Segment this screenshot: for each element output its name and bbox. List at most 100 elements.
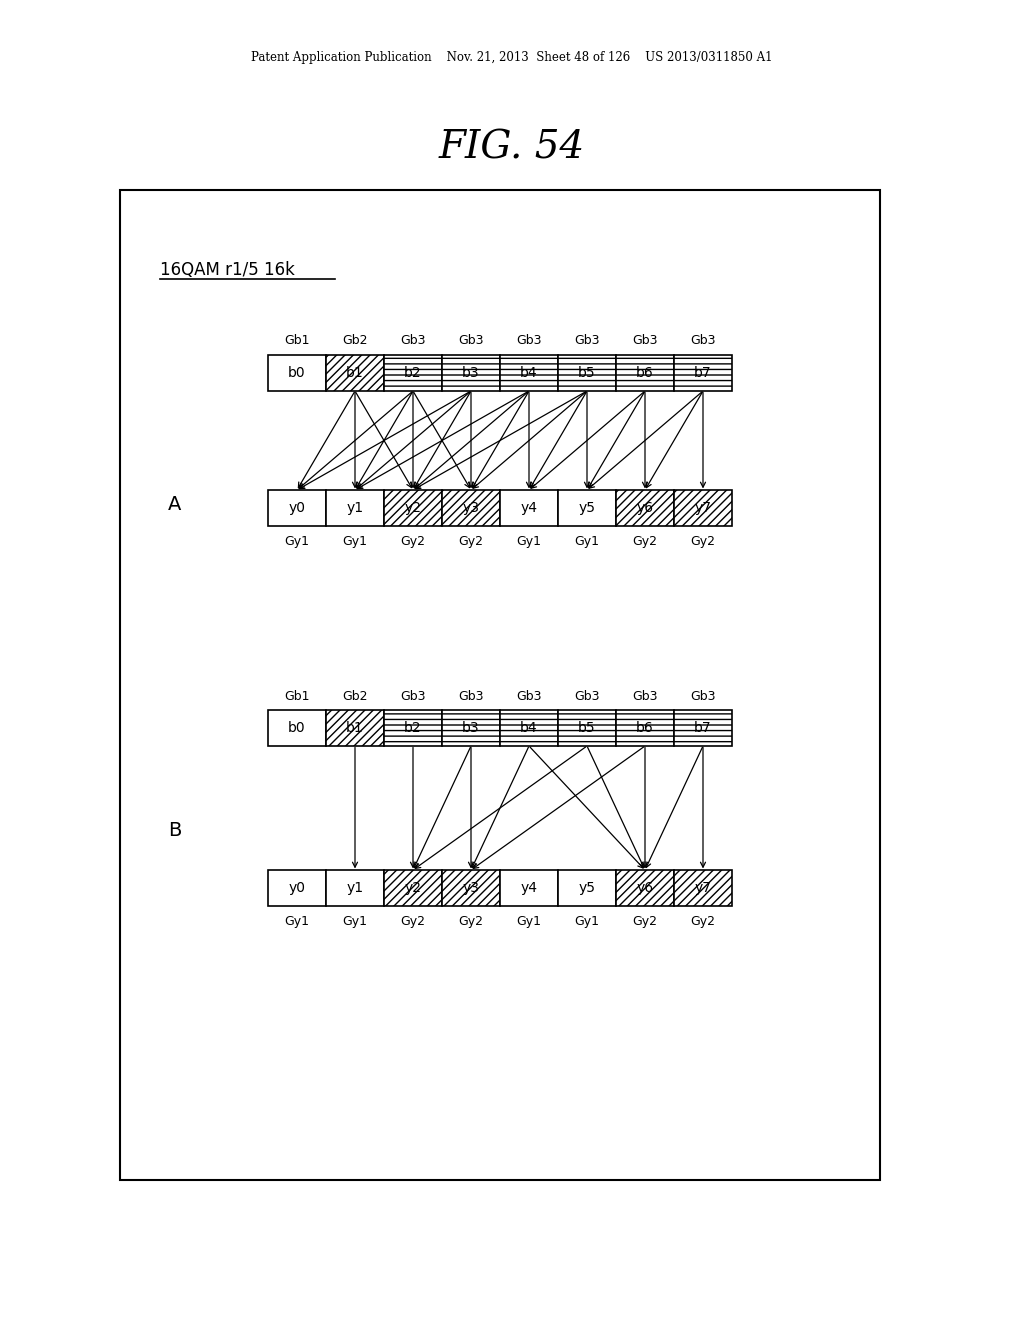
Text: Gy1: Gy1	[342, 916, 368, 928]
Bar	[616, 355, 674, 391]
Text: Gy2: Gy2	[459, 916, 483, 928]
Text: y7: y7	[694, 502, 712, 515]
Bar	[442, 710, 500, 746]
Bar	[268, 490, 326, 525]
Text: y6: y6	[637, 880, 653, 895]
Bar	[120, 190, 880, 1180]
Bar	[500, 710, 558, 746]
Bar	[558, 710, 616, 746]
Text: b6: b6	[636, 366, 654, 380]
Text: Gb1: Gb1	[285, 689, 309, 702]
Text: Gy1: Gy1	[285, 916, 309, 928]
Text: y0: y0	[289, 502, 305, 515]
Text: b2: b2	[404, 721, 422, 735]
Text: Gb3: Gb3	[690, 689, 716, 702]
Bar	[442, 870, 500, 906]
Text: 16QAM r1/5 16k: 16QAM r1/5 16k	[160, 261, 295, 279]
Text: y1: y1	[346, 502, 364, 515]
Text: b5: b5	[579, 721, 596, 735]
Text: Gb1: Gb1	[285, 334, 309, 347]
Bar	[268, 710, 326, 746]
Text: b3: b3	[462, 721, 480, 735]
Text: Gy2: Gy2	[690, 536, 716, 549]
Text: b0: b0	[288, 721, 306, 735]
Text: Gy1: Gy1	[574, 916, 599, 928]
Text: y4: y4	[520, 502, 538, 515]
Text: Gb2: Gb2	[342, 334, 368, 347]
Text: Patent Application Publication    Nov. 21, 2013  Sheet 48 of 126    US 2013/0311: Patent Application Publication Nov. 21, …	[251, 50, 773, 63]
Text: B: B	[168, 821, 181, 840]
Bar	[500, 870, 558, 906]
Text: Gb3: Gb3	[459, 334, 483, 347]
Text: Gb3: Gb3	[400, 334, 426, 347]
Text: Gy2: Gy2	[633, 916, 657, 928]
Bar	[558, 870, 616, 906]
Bar	[674, 355, 732, 391]
Text: b2: b2	[404, 366, 422, 380]
Text: Gb3: Gb3	[400, 689, 426, 702]
Bar	[326, 870, 384, 906]
Bar	[384, 710, 442, 746]
Text: Gy1: Gy1	[516, 916, 542, 928]
Text: b1: b1	[346, 721, 364, 735]
Text: y2: y2	[404, 502, 422, 515]
Text: b4: b4	[520, 366, 538, 380]
Bar	[674, 710, 732, 746]
Text: FIG. 54: FIG. 54	[439, 129, 585, 166]
Bar	[674, 490, 732, 525]
Text: y2: y2	[404, 880, 422, 895]
Text: b4: b4	[520, 721, 538, 735]
Bar	[616, 870, 674, 906]
Text: Gb3: Gb3	[516, 689, 542, 702]
Text: Gb2: Gb2	[342, 689, 368, 702]
Bar	[500, 490, 558, 525]
Bar	[674, 870, 732, 906]
Text: b6: b6	[636, 721, 654, 735]
Text: Gy1: Gy1	[574, 536, 599, 549]
Text: y7: y7	[694, 880, 712, 895]
Bar	[384, 870, 442, 906]
Text: Gy2: Gy2	[400, 536, 426, 549]
Text: y6: y6	[637, 502, 653, 515]
Bar	[442, 490, 500, 525]
Bar	[500, 355, 558, 391]
Text: y0: y0	[289, 880, 305, 895]
Text: Gy2: Gy2	[459, 536, 483, 549]
Text: y3: y3	[463, 502, 479, 515]
Text: Gy2: Gy2	[400, 916, 426, 928]
Text: Gy2: Gy2	[690, 916, 716, 928]
Text: Gb3: Gb3	[516, 334, 542, 347]
Text: b7: b7	[694, 721, 712, 735]
Text: A: A	[168, 495, 181, 515]
Bar	[268, 355, 326, 391]
Text: Gy1: Gy1	[285, 536, 309, 549]
Text: b7: b7	[694, 366, 712, 380]
Bar	[616, 490, 674, 525]
Text: Gy1: Gy1	[342, 536, 368, 549]
Text: Gb3: Gb3	[632, 334, 657, 347]
Bar	[326, 710, 384, 746]
Text: Gb3: Gb3	[632, 689, 657, 702]
Bar	[616, 710, 674, 746]
Text: Gy2: Gy2	[633, 536, 657, 549]
Bar	[326, 355, 384, 391]
Text: y4: y4	[520, 880, 538, 895]
Text: y5: y5	[579, 502, 596, 515]
Bar	[326, 490, 384, 525]
Text: Gb3: Gb3	[459, 689, 483, 702]
Text: y3: y3	[463, 880, 479, 895]
Bar	[442, 355, 500, 391]
Bar	[384, 490, 442, 525]
Text: b1: b1	[346, 366, 364, 380]
Bar	[268, 870, 326, 906]
Text: Gb3: Gb3	[574, 689, 600, 702]
Bar	[384, 355, 442, 391]
Bar	[558, 355, 616, 391]
Text: Gb3: Gb3	[574, 334, 600, 347]
Text: b0: b0	[288, 366, 306, 380]
Text: Gb3: Gb3	[690, 334, 716, 347]
Text: y5: y5	[579, 880, 596, 895]
Text: y1: y1	[346, 880, 364, 895]
Text: b5: b5	[579, 366, 596, 380]
Text: b3: b3	[462, 366, 480, 380]
